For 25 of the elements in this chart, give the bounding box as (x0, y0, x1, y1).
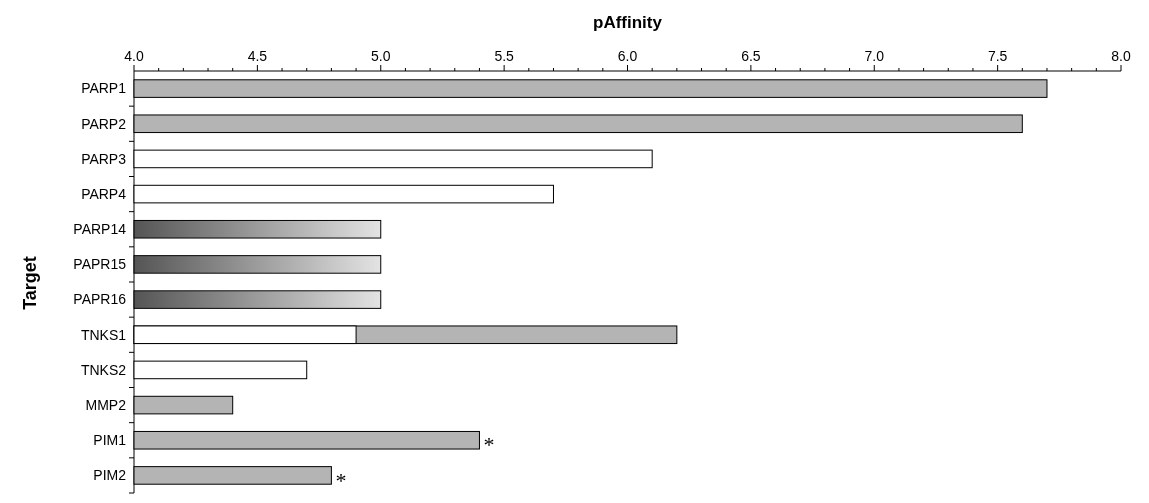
y-tick-label: PARP14 (73, 221, 127, 238)
y-tick-label: MMP2 (85, 396, 127, 413)
y-tick-label: TNKS2 (80, 361, 127, 378)
x-tick-label: 5.5 (494, 48, 515, 64)
y-tick-label: PARP3 (81, 150, 127, 167)
x-tick-label: 5.0 (371, 48, 391, 64)
y-tick-label: PARP2 (81, 115, 127, 132)
y-tick-label: PIM1 (93, 432, 127, 449)
annotation: * (483, 432, 495, 458)
x-tick-label: 8.0 (1111, 48, 1131, 64)
y-tick-label: PARP1 (81, 80, 127, 97)
x-tick-label: 4.0 (124, 48, 144, 64)
y-tick-label: PARP4 (81, 185, 127, 202)
x-tick-label: 6.0 (617, 48, 638, 64)
y-axis-title: Target (20, 256, 40, 310)
annotation: * (335, 467, 347, 493)
x-tick-label: 4.5 (247, 48, 268, 64)
y-tick-label: PAPR15 (73, 256, 127, 273)
x-axis-title: pAffinity (593, 13, 663, 32)
x-tick-label: 7.5 (987, 48, 1008, 64)
y-tick-label: PIM2 (93, 467, 127, 484)
y-tick-label: TNKS1 (80, 326, 127, 343)
y-tick-label: PAPR16 (73, 291, 127, 308)
x-tick-label: 6.5 (741, 48, 761, 64)
x-tick-label: 7.0 (864, 48, 885, 64)
